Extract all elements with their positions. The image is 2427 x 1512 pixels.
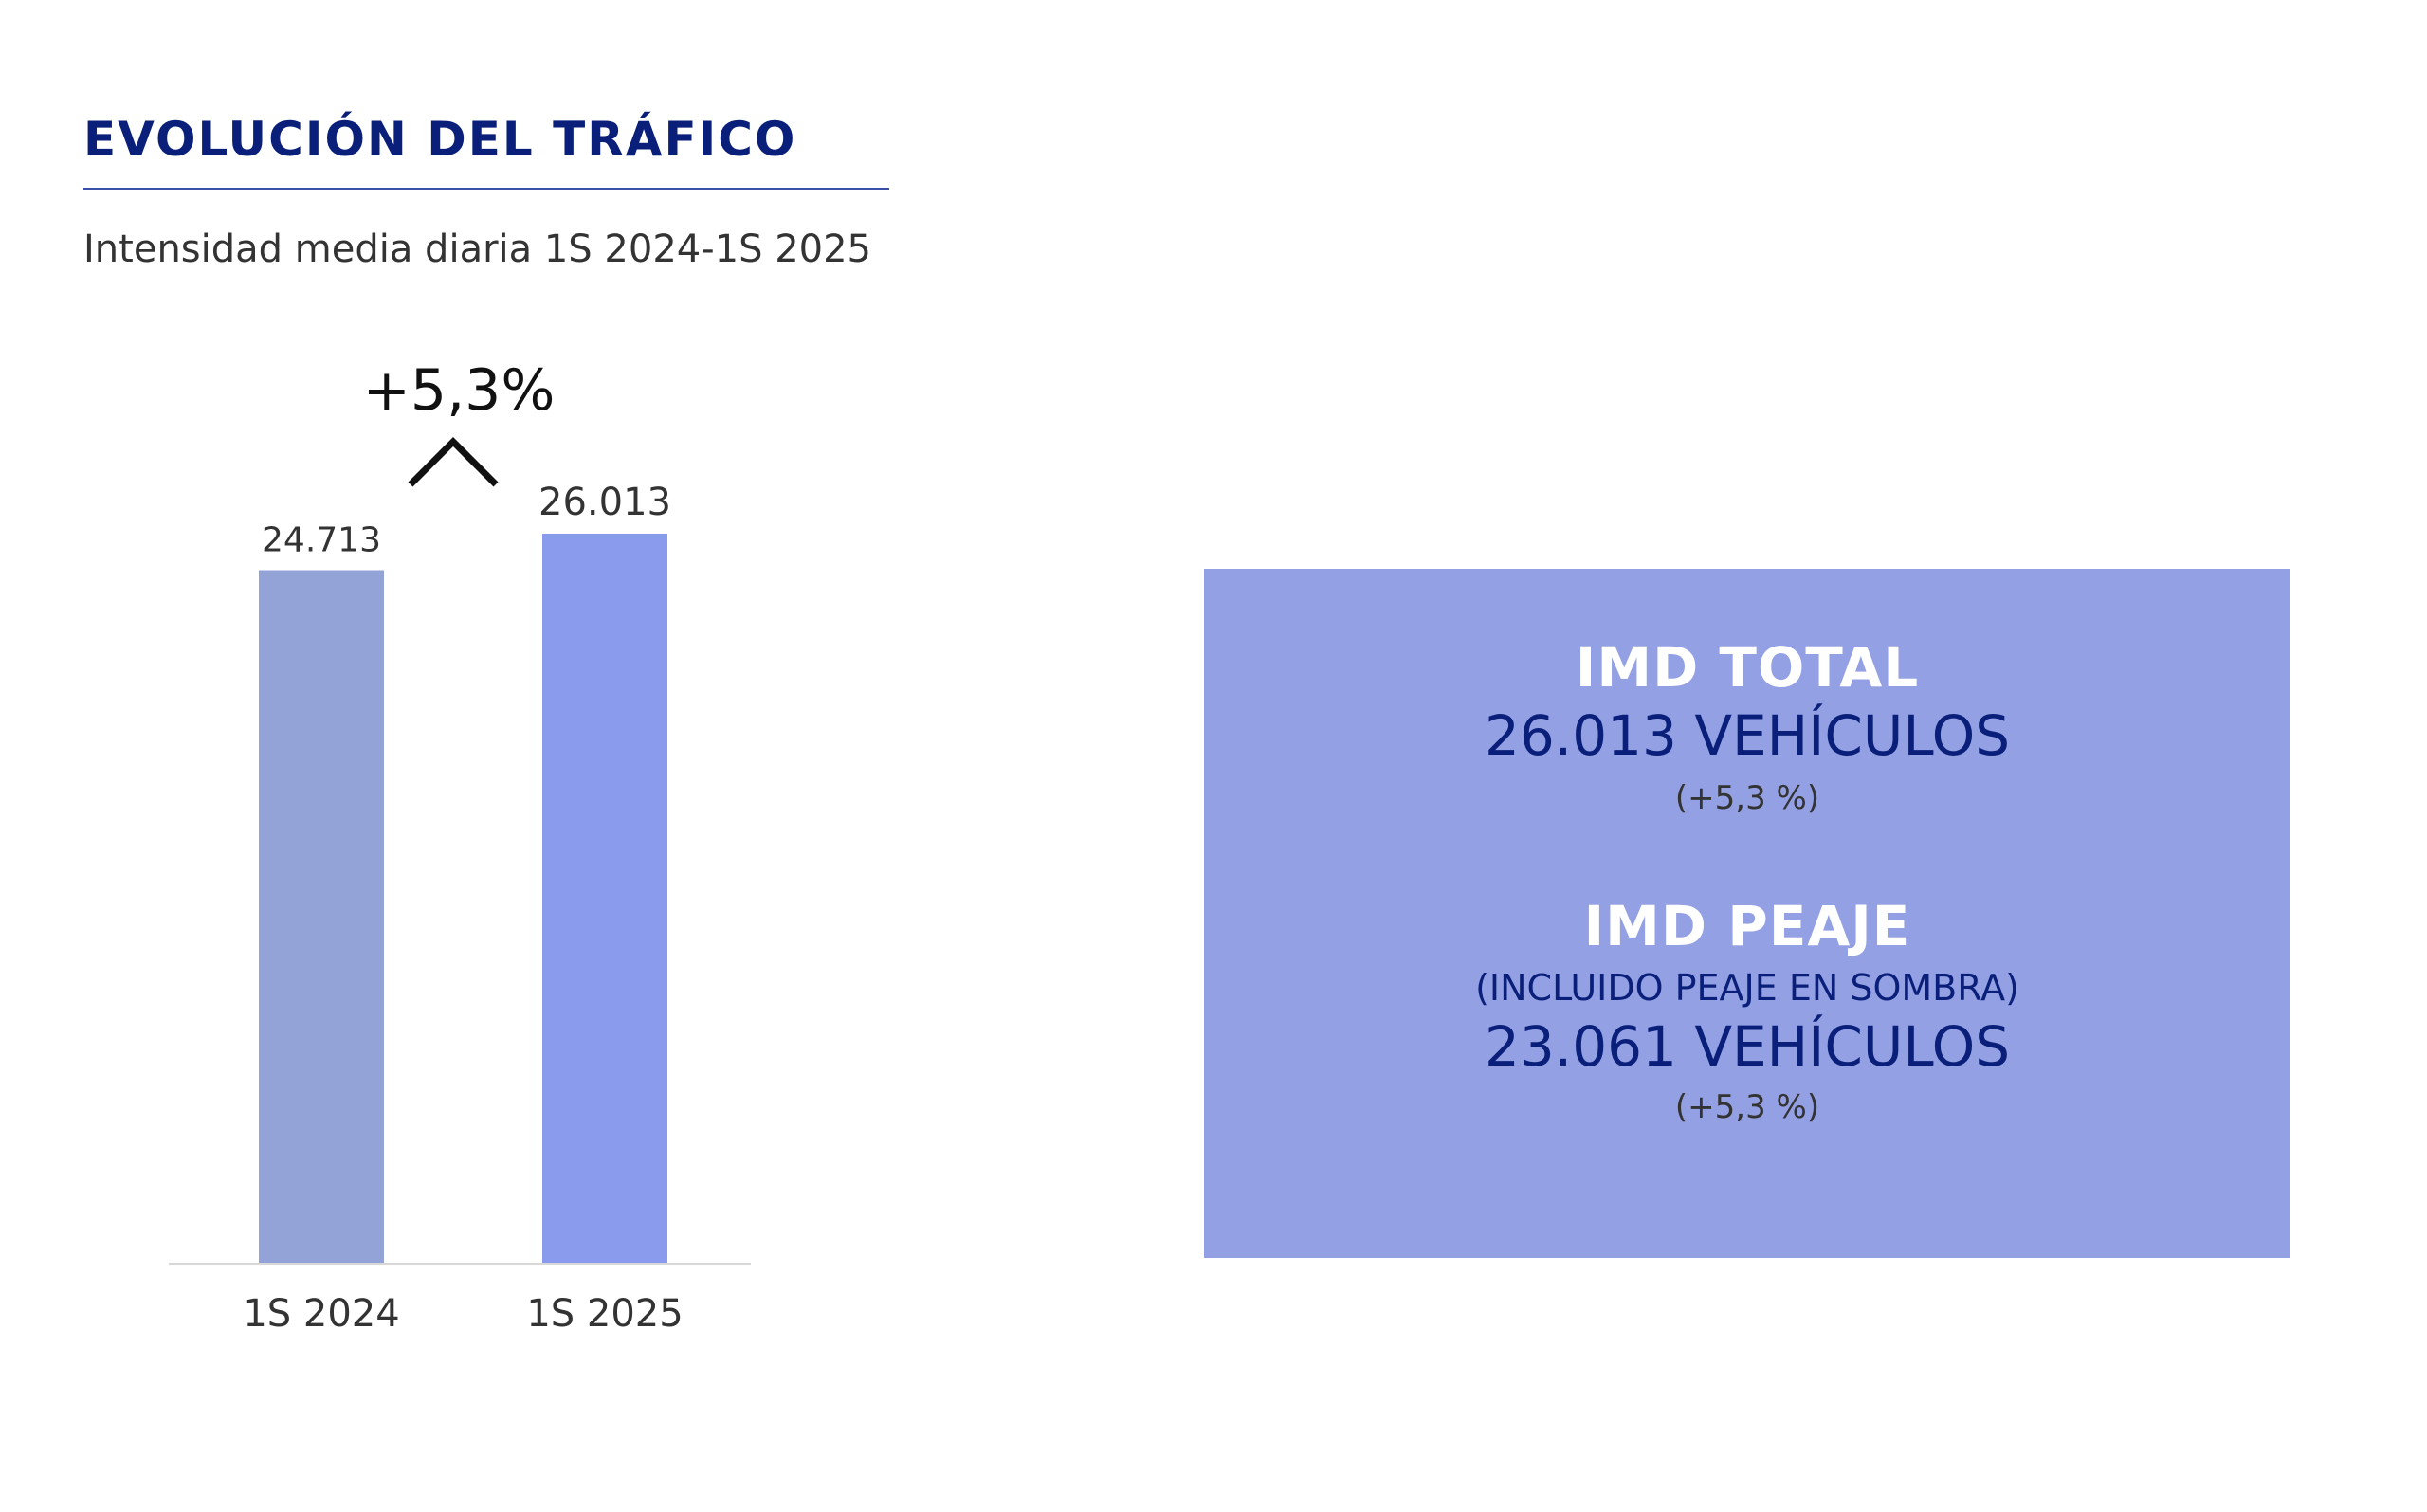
bar-value-label: 24.713 — [262, 520, 381, 559]
title-divider — [83, 188, 889, 190]
x-tick-label: 1S 2025 — [526, 1292, 683, 1336]
imd-peaje-change: (+5,3 %) — [1674, 1088, 1820, 1126]
x-tick-label: 1S 2024 — [243, 1292, 399, 1336]
imd-total-heading: IMD TOTAL — [1575, 635, 1920, 700]
traffic-bar-chart: 24.713 1S 2024 26.013 1S 2025 +5,3% — [169, 357, 751, 1336]
imd-summary-box: IMD TOTAL 26.013 VEHÍCULOS (+5,3 %) IMD … — [1204, 569, 2290, 1258]
imd-peaje-note: (INCLUIDO PEAJE EN SOMBRA) — [1475, 967, 2019, 1009]
imd-peaje-heading: IMD PEAJE — [1583, 894, 1911, 958]
growth-chevron-icon — [408, 437, 499, 487]
growth-annotation: +5,3% — [363, 357, 556, 424]
imd-total-value: 26.013 VEHÍCULOS — [1484, 703, 2011, 768]
chart-subtitle: Intensidad media diaria 1S 2024-1S 2025 — [83, 228, 871, 271]
bars-layer: 24.713 1S 2024 26.013 1S 2025 — [243, 481, 683, 1336]
bar-value-label: 26.013 — [538, 481, 671, 524]
bar-1s-2025 — [542, 534, 667, 1264]
bar-1s-2024 — [259, 570, 384, 1264]
imd-peaje-value: 23.061 VEHÍCULOS — [1484, 1014, 2011, 1079]
chart-title: EVOLUCIÓN DEL TRÁFICO — [83, 112, 797, 167]
imd-total-change: (+5,3 %) — [1674, 779, 1820, 817]
